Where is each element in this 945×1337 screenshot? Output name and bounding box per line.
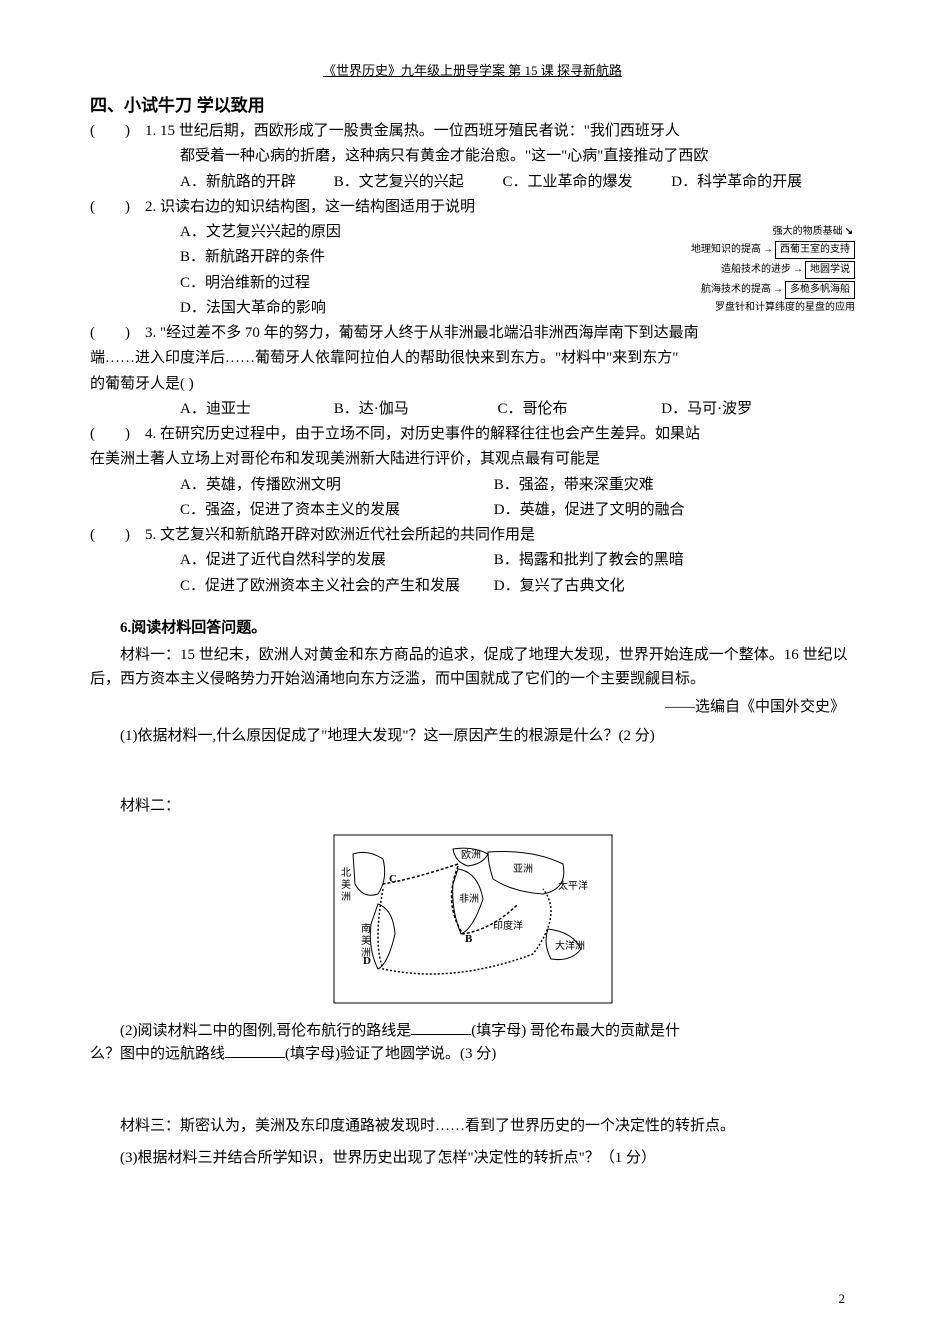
- q6-sq3: (3)根据材料三并结合所学知识，世界历史出现了怎样"决定性的转折点"？（1 分）: [90, 1146, 855, 1170]
- q4-options-row2: C．强盗，促进了资本主义的发展 D．英雄，促进了文明的融合: [90, 499, 855, 522]
- map-label-na: 北: [341, 867, 351, 879]
- diag-r2l: 地理知识的提高: [691, 243, 761, 257]
- q4-optA[interactable]: A．英雄，传播欧洲文明: [180, 474, 490, 497]
- q5-options-row2: C．促进了欧洲资本主义社会的产生和发展 D．复兴了古典文化: [90, 575, 855, 598]
- q5-options-row1: A．促进了近代自然科学的发展 B．揭露和批判了教会的黑暗: [90, 549, 855, 572]
- q3-optA[interactable]: A．迪亚士: [180, 398, 330, 421]
- q5-optA[interactable]: A．促进了近代自然科学的发展: [180, 549, 490, 572]
- q3-options: A．迪亚士 B．达·伽马 C．哥伦布 D．马可·波罗: [90, 398, 855, 421]
- diag-r4l: 航海技术的提高: [701, 283, 771, 297]
- q2-text: 识读右边的知识结构图，这一结构图适用于说明: [160, 199, 475, 215]
- concept-diagram: 强大的物质基础↘ 地理知识的提高→ 西葡王室的支持 造船技术的进步→ 地圆学说 …: [595, 225, 855, 317]
- world-map: 北 美 洲 南 美 洲 欧洲 亚洲 非洲 大洋洲 印度洋 太平洋 C D B: [90, 834, 855, 1009]
- q4-optC[interactable]: C．强盗，促进了资本主义的发展: [180, 499, 490, 522]
- blank-input[interactable]: [411, 1020, 471, 1035]
- q6-m1-cite: ——选编自《中国外交史》: [90, 695, 855, 716]
- q1-optA[interactable]: A．新航路的开辟: [180, 171, 330, 194]
- map-label-as: 亚洲: [513, 863, 533, 875]
- q2-line1: ( )2. 识读右边的知识结构图，这一结构图适用于说明: [90, 196, 855, 219]
- q3-line3: 的葡萄牙人是( ): [90, 373, 855, 396]
- map-label-af: 非洲: [459, 893, 479, 905]
- q6-sq1: (1)依据材料一,什么原因促成了"地理大发现"？这一原因产生的根源是什么？(2 …: [90, 724, 855, 748]
- q5-num: 5.: [145, 527, 156, 543]
- map-label-oc: 大洋洲: [555, 939, 585, 952]
- section-title: 四、小试牛刀 学以致用: [90, 91, 855, 116]
- q4-optB[interactable]: B．强盗，带来深重灾难: [494, 474, 654, 497]
- q6-sq2d: (填字母)验证了地圆学说。(3 分): [285, 1046, 496, 1062]
- q4-num: 4.: [145, 426, 156, 442]
- q6-m2-label: 材料二：: [90, 794, 855, 818]
- q1-text1: 15 世纪后期，西欧形成了一股贵金属热。一位西班牙殖民者说："我们西班牙人: [160, 123, 680, 139]
- svg-text:美: 美: [361, 934, 371, 947]
- diag-r4r: 多桅多帆海船: [785, 281, 855, 299]
- diag-r3r: 地圆学说: [805, 261, 855, 279]
- q5-line1: ( )5. 文艺复兴和新航路开辟对欧洲近代社会所起的共同作用是: [90, 524, 855, 547]
- q3-line2: 端……进入印度洋后……葡萄牙人依靠阿拉伯人的帮助很快来到东方。"材料中"来到东方…: [90, 347, 855, 370]
- q1-num: 1.: [145, 123, 156, 139]
- blank-input[interactable]: [225, 1043, 285, 1058]
- arrow-icon: →: [763, 243, 773, 257]
- q5-optC[interactable]: C．促进了欧洲资本主义社会的产生和发展: [180, 575, 490, 598]
- arrow-icon: →: [793, 263, 803, 277]
- q1-line1: ( )1. 15 世纪后期，西欧形成了一股贵金属热。一位西班牙殖民者说："我们西…: [90, 120, 855, 143]
- q3-line1: ( )3. "经过差不多 70 年的努力，葡萄牙人终于从非洲最北端沿非洲西海岸南…: [90, 322, 855, 345]
- q3-optC[interactable]: C．哥伦布: [498, 398, 658, 421]
- map-point-D: D: [363, 955, 371, 967]
- q6-material3: 材料三：斯密认为，美洲及东印度通路被发现时……看到了世界历史的一个决定性的转折点…: [90, 1114, 855, 1138]
- q5-optB[interactable]: B．揭露和批判了教会的黑暗: [494, 549, 684, 572]
- arrow-icon: ↘: [845, 225, 853, 239]
- map-svg: 北 美 洲 南 美 洲 欧洲 亚洲 非洲 大洋洲 印度洋 太平洋 C D B: [333, 834, 613, 1004]
- page-number: 2: [839, 1291, 846, 1307]
- map-label-po: 太平洋: [558, 879, 588, 892]
- q5-optD[interactable]: D．复兴了古典文化: [494, 575, 625, 598]
- q6-sq2b: (填字母) 哥伦布最大的贡献是什: [471, 1023, 680, 1039]
- svg-text:洲: 洲: [341, 891, 351, 903]
- diag-r1l: 强大的物质基础: [773, 225, 843, 239]
- q4-optD[interactable]: D．英雄，促进了文明的融合: [494, 499, 685, 522]
- svg-text:美: 美: [341, 878, 351, 891]
- q3-optD[interactable]: D．马可·波罗: [661, 398, 752, 421]
- q6-sq2-line2: 么？图中的远航路线 (填字母)验证了地圆学说。(3 分): [90, 1043, 855, 1066]
- q2-num: 2.: [145, 199, 156, 215]
- q6-sq2c: 么？图中的远航路线: [90, 1046, 225, 1062]
- arrow-icon: →: [773, 283, 783, 297]
- diag-r2r: 西葡王室的支持: [775, 241, 855, 259]
- q1-optC[interactable]: C．工业革命的爆发: [503, 171, 668, 194]
- map-label-io: 印度洋: [493, 919, 523, 932]
- q6-title: 6.阅读材料回答问题。: [90, 616, 855, 637]
- answer-paren[interactable]: ( ): [90, 322, 145, 345]
- answer-paren[interactable]: ( ): [90, 423, 145, 446]
- q4-text1: 在研究历史过程中，由于立场不同，对历史事件的解释往往也会产生差异。如果站: [160, 426, 700, 442]
- page-header: 《世界历史》九年级上册导学案 第 15 课 探寻新航路: [90, 60, 855, 79]
- q4-options-row1: A．英雄，传播欧洲文明 B．强盗，带来深重灾难: [90, 474, 855, 497]
- map-point-B: B: [465, 933, 473, 945]
- q1-optD[interactable]: D．科学革命的开展: [671, 171, 802, 194]
- map-point-C: C: [389, 873, 397, 885]
- q4-line2: 在美洲土著人立场上对哥伦布和发现美洲新大陆进行评价，其观点最有可能是: [90, 448, 855, 471]
- answer-paren[interactable]: ( ): [90, 524, 145, 547]
- q4-line1: ( )4. 在研究历史过程中，由于立场不同，对历史事件的解释往往也会产生差异。如…: [90, 423, 855, 446]
- q1-line2: 都受着一种心病的折磨，这种病只有黄金才能治愈。"这一"心病"直接推动了西欧: [90, 145, 855, 168]
- diag-r3l: 造船技术的进步: [721, 263, 791, 277]
- map-label-eu: 欧洲: [461, 849, 481, 861]
- q1-options: A．新航路的开辟 B．文艺复兴的兴起 C．工业革命的爆发 D．科学革命的开展: [90, 171, 855, 194]
- svg-text:南: 南: [361, 922, 371, 935]
- answer-paren[interactable]: ( ): [90, 120, 145, 143]
- q3-text1: "经过差不多 70 年的努力，葡萄牙人终于从非洲最北端沿非洲西海岸南下到达最南: [160, 325, 699, 341]
- answer-paren[interactable]: ( ): [90, 196, 145, 219]
- q1-optB[interactable]: B．文艺复兴的兴起: [334, 171, 499, 194]
- q6-sq2a: (2)阅读材料二中的图例,哥伦布航行的路线是: [120, 1023, 411, 1039]
- q6-material1: 材料一：15 世纪末，欧洲人对黄金和东方商品的追求，促成了地理大发现，世界开始连…: [90, 643, 855, 691]
- q3-optB[interactable]: B．达·伽马: [334, 398, 494, 421]
- q6-sq2: (2)阅读材料二中的图例,哥伦布航行的路线是 (填字母) 哥伦布最大的贡献是什: [90, 1019, 855, 1043]
- q5-text: 文艺复兴和新航路开辟对欧洲近代社会所起的共同作用是: [160, 527, 535, 543]
- q3-num: 3.: [145, 325, 156, 341]
- diag-r5: 罗盘针和计算纬度的星盘的应用: [715, 301, 855, 315]
